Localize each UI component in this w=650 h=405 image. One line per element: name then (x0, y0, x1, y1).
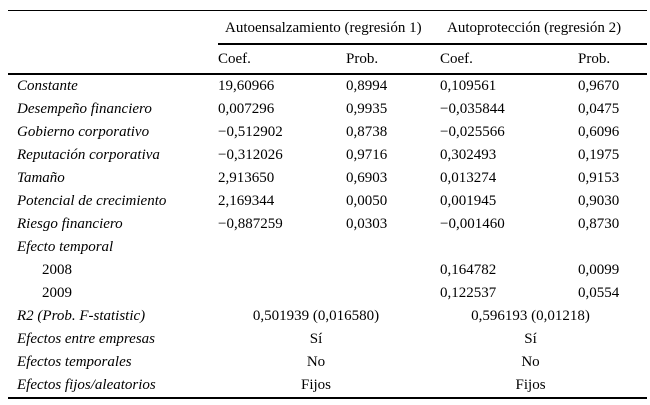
table-row-2009: 2009 0,122537 0,0554 (8, 282, 647, 305)
row-label: Tamaño (17, 170, 65, 186)
row-label: Riesgo financiero (17, 216, 123, 232)
row-label: Efectos fijos/aleatorios (17, 377, 156, 393)
row-label: 2009 (42, 285, 72, 301)
table-row-tamano: Tamaño 2,913650 0,6903 0,013274 0,9153 (8, 167, 647, 190)
coef-cell (218, 236, 346, 259)
prob-cell: 0,0554 (578, 285, 620, 301)
subheader-prob-2: Prob. (578, 44, 648, 75)
table-row-efectos-temporales: Efectos temporales No No (8, 351, 647, 374)
prob-cell: 0,8994 (346, 78, 388, 94)
prob-cell: 0,6903 (346, 170, 388, 186)
merged-value-cell: Sí (309, 331, 323, 347)
coef-cell: −0,025566 (440, 124, 505, 140)
coef-cell: 2,913650 (218, 170, 275, 186)
coef-cell: −0,312026 (218, 147, 283, 163)
merged-value-cell: 0,596193 (0,01218) (471, 308, 590, 324)
coef-cell: −0,512902 (218, 124, 283, 140)
group-header-row: Autoensalzamiento (regresión 1) Autoprot… (8, 10, 648, 45)
row-label: Desempeño financiero (17, 101, 152, 117)
table-row-potencial-de-crecimiento: Potencial de crecimiento 2,169344 0,0050… (8, 190, 647, 213)
table-row-r2: R2 (Prob. F-statistic) 0,501939 (0,01658… (8, 305, 647, 328)
merged-value-cell: Sí (524, 331, 537, 347)
prob-cell: 0,9670 (578, 78, 620, 94)
subheader-coef-2: Coef. (440, 44, 579, 75)
coef-cell: 2,169344 (218, 193, 275, 209)
coef-cell (218, 282, 346, 305)
subheader-prob-1: Prob. (346, 44, 441, 75)
merged-value-cell: No (306, 354, 326, 370)
prob-cell (346, 236, 440, 259)
prob-cell: 0,0050 (346, 193, 388, 209)
coef-cell: 19,60966 (218, 78, 275, 94)
row-label: Efecto temporal (17, 239, 114, 255)
prob-cell (578, 236, 647, 259)
table-row-constante: Constante 19,60966 0,8994 0,109561 0,967… (8, 74, 647, 98)
coef-cell: 0,122537 (440, 285, 497, 301)
subheader-row: Coef. Prob. Coef. Prob. (8, 44, 648, 75)
prob-cell: 0,6096 (578, 124, 620, 140)
prob-cell: 0,1975 (578, 147, 620, 163)
coef-cell: 0,013274 (440, 170, 497, 186)
table-body: Constante 19,60966 0,8994 0,109561 0,967… (8, 74, 647, 398)
table-row-desempeno-financiero: Desempeño financiero 0,007296 0,9935 −0,… (8, 98, 647, 121)
prob-cell: 0,9716 (346, 147, 388, 163)
table-row-efectos-fijos-aleatorios: Efectos fijos/aleatorios Fijos Fijos (8, 374, 647, 398)
row-label: Potencial de crecimiento (17, 193, 167, 209)
prob-cell: 0,0475 (578, 101, 620, 117)
coef-cell: −0,035844 (440, 101, 505, 117)
table-row-2008: 2008 0,164782 0,0099 (8, 259, 647, 282)
prob-cell: 0,9153 (578, 170, 620, 186)
table-row-efectos-entre-empresas: Efectos entre empresas Sí Sí (8, 328, 647, 351)
row-label: Efectos temporales (17, 354, 132, 370)
coef-cell (218, 259, 346, 282)
coef-cell: −0,001460 (440, 216, 505, 232)
table-row-reputacion-corporativa: Reputación corporativa −0,312026 0,9716 … (8, 144, 647, 167)
merged-value-cell: 0,501939 (0,016580) (252, 308, 380, 324)
prob-cell: 0,0099 (578, 262, 620, 278)
row-label: R2 (Prob. F-statistic) (17, 308, 146, 324)
group-header-regression-1: Autoensalzamiento (regresión 1) (218, 10, 441, 45)
row-label: Constante (17, 78, 78, 94)
prob-cell (346, 259, 440, 282)
prob-cell: 0,9935 (346, 101, 388, 117)
prob-cell: 0,9030 (578, 193, 620, 209)
table-row-efecto-temporal: Efecto temporal (8, 236, 647, 259)
prob-cell (346, 282, 440, 305)
row-label: Reputación corporativa (17, 147, 160, 163)
coef-cell: 0,302493 (440, 147, 497, 163)
corner-cell (8, 11, 218, 45)
coef-cell: 0,007296 (218, 101, 275, 117)
row-label: 2008 (42, 262, 72, 278)
subheader-empty-cell (8, 44, 218, 75)
row-label: Gobierno corporativo (17, 124, 150, 140)
coef-cell: 0,164782 (440, 262, 497, 278)
prob-cell: 0,0303 (346, 216, 388, 232)
subheader-coef-1: Coef. (218, 44, 346, 75)
regression-results-table: Autoensalzamiento (regresión 1) Autoprot… (8, 10, 648, 399)
coef-cell: −0,887259 (218, 216, 283, 232)
group-header-regression-2: Autoprotección (regresión 2) (440, 10, 648, 45)
prob-cell: 0,8738 (346, 124, 388, 140)
coef-cell: 0,001945 (440, 193, 497, 209)
table-row-riesgo-financiero: Riesgo financiero −0,887259 0,0303 −0,00… (8, 213, 647, 236)
merged-value-cell: Fijos (515, 377, 546, 393)
row-label: Efectos entre empresas (17, 331, 156, 347)
table-row-gobierno-corporativo: Gobierno corporativo −0,512902 0,8738 −0… (8, 121, 647, 144)
merged-value-cell: Fijos (301, 377, 332, 393)
table-header: Autoensalzamiento (regresión 1) Autoprot… (8, 10, 648, 75)
coef-cell (440, 236, 578, 259)
prob-cell: 0,8730 (578, 216, 620, 232)
coef-cell: 0,109561 (440, 78, 497, 94)
merged-value-cell: No (521, 354, 540, 370)
